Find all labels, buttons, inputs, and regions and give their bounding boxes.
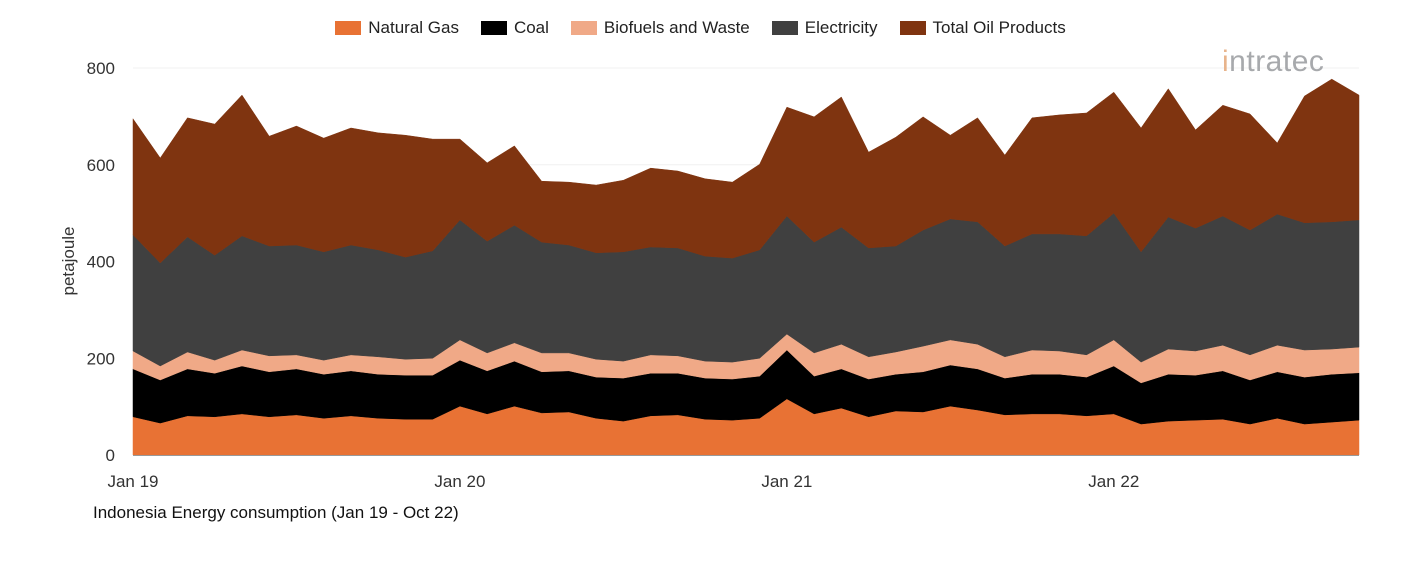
x-tick-label: Jan 22 xyxy=(1088,472,1139,491)
legend-item[interactable]: Biofuels and Waste xyxy=(570,18,750,38)
y-tick-label: 800 xyxy=(87,59,115,78)
legend-swatch xyxy=(899,21,926,35)
x-tick-label: Jan 19 xyxy=(107,472,158,491)
legend-label: Biofuels and Waste xyxy=(603,18,750,37)
legend-label: Natural Gas xyxy=(368,18,459,37)
legend-item[interactable]: Total Oil Products xyxy=(899,18,1066,38)
x-tick-label: Jan 20 xyxy=(434,472,485,491)
y-tick-label: 200 xyxy=(87,349,115,368)
y-axis-label: petajoule xyxy=(59,226,78,295)
area-total-oil-products xyxy=(132,78,1360,264)
y-tick-label: 0 xyxy=(106,446,115,465)
legend-label: Total Oil Products xyxy=(932,18,1066,37)
legend-swatch xyxy=(480,21,507,35)
legend-item[interactable]: Electricity xyxy=(771,18,878,38)
legend-label: Coal xyxy=(513,18,549,37)
y-tick-label: 600 xyxy=(87,156,115,175)
legend-swatch xyxy=(335,21,362,35)
legend-item[interactable]: Natural Gas xyxy=(335,18,459,38)
legend: Natural Gas Coal Biofuels and Waste Electri… xyxy=(0,18,1401,38)
legend-label: Electricity xyxy=(804,18,878,37)
intratec-logo: intratec xyxy=(1222,45,1325,78)
legend-item[interactable]: Coal xyxy=(480,18,549,38)
y-tick-label: 400 xyxy=(87,253,115,272)
legend-swatch xyxy=(570,21,597,35)
x-tick-label: Jan 21 xyxy=(761,472,812,491)
legend-swatch xyxy=(771,21,798,35)
chart-caption: Indonesia Energy consumption (Jan 19 - O… xyxy=(93,503,459,522)
